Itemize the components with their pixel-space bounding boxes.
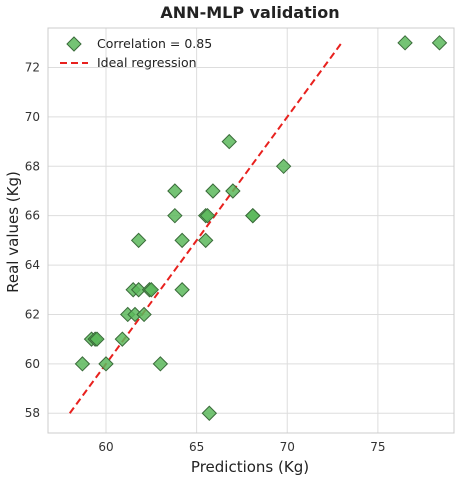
y-tick-label: 72 xyxy=(25,61,40,75)
scatter-point xyxy=(225,183,241,199)
scatter-point xyxy=(98,356,114,372)
plot-frame xyxy=(47,27,455,434)
y-axis-label: Real values (Kg) xyxy=(4,171,22,293)
scatter-point xyxy=(197,232,214,249)
scatter-point xyxy=(205,183,221,199)
series-layer xyxy=(68,35,448,421)
y-tick-label: 70 xyxy=(25,110,40,124)
scatter-point xyxy=(114,331,131,347)
grid-lines xyxy=(48,28,454,433)
scatter-point xyxy=(89,331,105,347)
scatter-point xyxy=(152,356,169,372)
legend: Correlation = 0.85 Ideal regression xyxy=(60,36,212,70)
ideal-regression-line xyxy=(68,42,343,414)
scatter-point xyxy=(143,282,160,298)
y-tick-label: 66 xyxy=(25,209,40,223)
scatter-point xyxy=(130,282,147,298)
scatter-point xyxy=(74,356,91,372)
scatter-point xyxy=(174,282,190,298)
y-tick-label: 58 xyxy=(25,406,40,420)
scatter-point xyxy=(431,35,448,51)
y-tick-label: 64 xyxy=(25,258,40,272)
scatter-point xyxy=(167,207,183,224)
x-axis-label: Predictions (Kg) xyxy=(191,458,309,476)
x-tick-label: 70 xyxy=(280,440,295,454)
scatter-point xyxy=(397,35,413,51)
scatter-point xyxy=(130,232,147,249)
legend-label-ideal-regression: Ideal regression xyxy=(97,55,197,70)
scatter-point xyxy=(174,232,190,249)
x-tick-label: 65 xyxy=(189,440,204,454)
legend-scatter-marker xyxy=(66,36,82,52)
scatter-point xyxy=(221,133,237,150)
y-tick-label: 68 xyxy=(25,159,40,173)
scatter-point xyxy=(201,405,218,421)
scatter-point xyxy=(199,207,216,224)
chart-title: ANN-MLP validation xyxy=(160,3,339,22)
x-tick-label: 60 xyxy=(98,440,113,454)
tick-labels: 60 65 70 75 58 60 62 64 66 68 70 72 xyxy=(25,61,386,454)
x-tick-label: 75 xyxy=(370,440,385,454)
scatter-point xyxy=(245,207,261,224)
scatter-point xyxy=(136,306,152,323)
y-tick-label: 62 xyxy=(25,307,40,321)
scatter-point xyxy=(275,158,292,175)
scatter-point xyxy=(167,183,183,199)
y-tick-label: 60 xyxy=(25,357,40,371)
legend-label-correlation: Correlation = 0.85 xyxy=(97,36,212,51)
